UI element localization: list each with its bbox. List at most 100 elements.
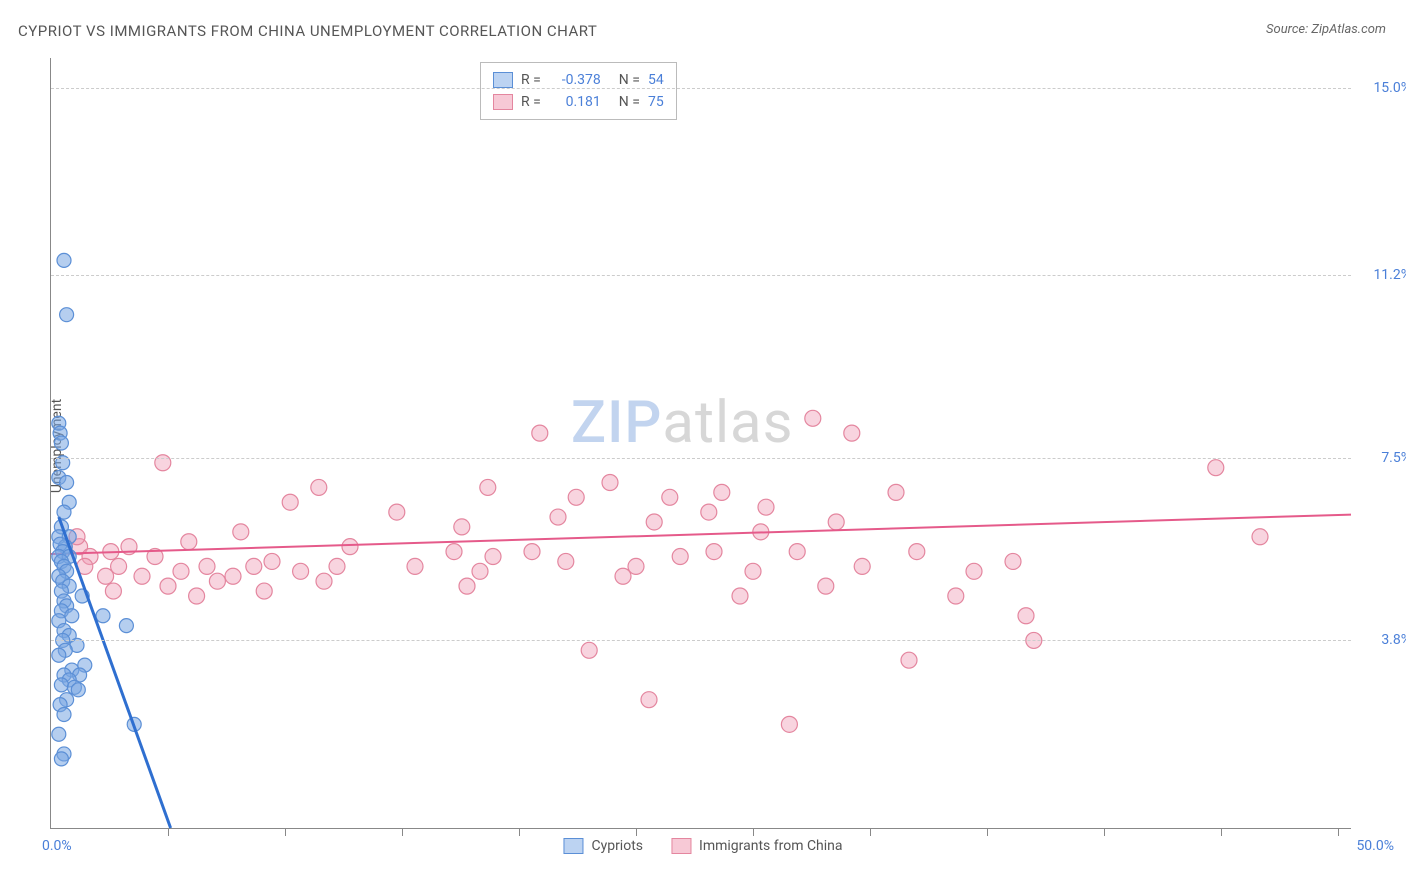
chart-title: CYPRIOT VS IMMIGRANTS FROM CHINA UNEMPLO…: [18, 22, 597, 40]
data-point: [199, 558, 215, 574]
data-point: [293, 563, 309, 579]
data-point: [472, 563, 488, 579]
data-point: [54, 436, 68, 450]
plot-svg: [51, 58, 1351, 828]
data-point: [1018, 608, 1034, 624]
n-value: 75: [648, 91, 664, 113]
data-point: [628, 558, 644, 574]
data-point: [1208, 460, 1224, 476]
data-point: [1252, 529, 1268, 545]
data-point: [732, 588, 748, 604]
legend-swatch: [563, 838, 583, 854]
data-point: [558, 553, 574, 569]
data-point: [568, 489, 584, 505]
data-point: [646, 514, 662, 530]
data-point: [52, 648, 66, 662]
data-point: [602, 474, 618, 490]
data-point: [329, 558, 345, 574]
x-tick: [870, 828, 871, 836]
y-tick-label: 3.8%: [1381, 632, 1406, 648]
data-point: [134, 568, 150, 584]
data-point: [96, 609, 110, 623]
data-point: [209, 573, 225, 589]
legend-swatch: [671, 838, 691, 854]
data-point: [480, 479, 496, 495]
data-point: [641, 692, 657, 708]
data-point: [225, 568, 241, 584]
x-tick: [753, 828, 754, 836]
data-point: [701, 504, 717, 520]
legend-swatch: [493, 94, 513, 110]
x-tick: [519, 828, 520, 836]
data-point: [446, 544, 462, 560]
data-point: [745, 563, 761, 579]
legend-series-item: Cypriots: [563, 838, 643, 854]
data-point: [264, 553, 280, 569]
legend-series-label: Cypriots: [591, 838, 643, 854]
data-point: [60, 308, 74, 322]
legend-swatch: [493, 72, 513, 88]
data-point: [65, 609, 79, 623]
data-point: [854, 558, 870, 574]
data-point: [459, 578, 475, 594]
data-point: [342, 539, 358, 555]
gridline: [51, 640, 1351, 641]
r-value: 0.181: [549, 91, 601, 113]
x-tick: [402, 828, 403, 836]
x-tick: [1338, 828, 1339, 836]
data-point: [888, 484, 904, 500]
legend-series-item: Immigrants from China: [671, 838, 843, 854]
data-point: [105, 583, 121, 599]
x-max-label: 50.0%: [1356, 838, 1394, 854]
x-tick: [987, 828, 988, 836]
x-min-label: 0.0%: [42, 838, 72, 854]
legend-series: Cypriots Immigrants from China: [563, 838, 842, 854]
data-point: [54, 752, 68, 766]
data-point: [581, 642, 597, 658]
y-tick-label: 15.0%: [1373, 80, 1406, 96]
n-label: N =: [619, 91, 640, 113]
data-point: [818, 578, 834, 594]
legend-correlation-row: R = 0.181 N = 75: [493, 91, 664, 113]
data-point: [672, 549, 688, 565]
data-point: [550, 509, 566, 525]
x-tick: [1221, 828, 1222, 836]
data-point: [311, 479, 327, 495]
data-point: [524, 544, 540, 560]
data-point: [844, 425, 860, 441]
data-point: [805, 410, 821, 426]
data-point: [789, 544, 805, 560]
r-label: R =: [521, 91, 541, 113]
data-point: [828, 514, 844, 530]
data-point: [758, 499, 774, 515]
data-point: [111, 558, 127, 574]
data-point: [119, 619, 133, 633]
gridline: [51, 458, 1351, 459]
data-point: [706, 544, 722, 560]
data-point: [909, 544, 925, 560]
chart-source: Source: ZipAtlas.com: [1266, 22, 1386, 37]
data-point: [781, 716, 797, 732]
data-point: [60, 475, 74, 489]
data-point: [54, 678, 68, 692]
x-tick: [285, 828, 286, 836]
data-point: [246, 558, 262, 574]
data-point: [1005, 553, 1021, 569]
data-point: [966, 563, 982, 579]
data-point: [389, 504, 405, 520]
data-point: [485, 549, 501, 565]
data-point: [52, 727, 66, 741]
data-point: [282, 494, 298, 510]
y-tick-label: 7.5%: [1381, 450, 1406, 466]
gridline: [51, 275, 1351, 276]
plot-area: ZIPatlas R =-0.378N =54R =0.181N =75 15.…: [50, 58, 1351, 829]
data-point: [948, 588, 964, 604]
data-point: [714, 484, 730, 500]
data-point: [189, 588, 205, 604]
data-point: [233, 524, 249, 540]
y-tick-label: 11.2%: [1373, 267, 1406, 283]
data-point: [407, 558, 423, 574]
data-point: [160, 578, 176, 594]
x-tick: [636, 828, 637, 836]
data-point: [71, 683, 85, 697]
